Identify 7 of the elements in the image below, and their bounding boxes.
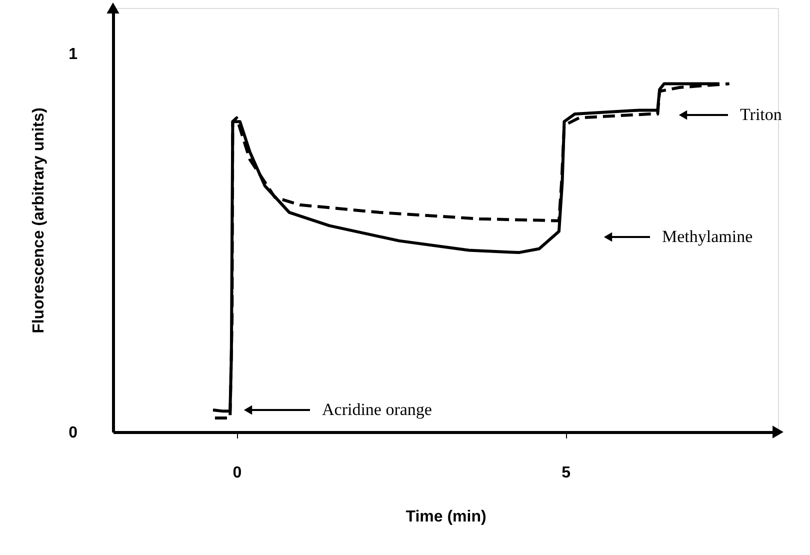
x-tick-label: 5 — [562, 464, 571, 482]
x-axis-title: Time (min) — [406, 508, 486, 526]
annotation: Acridine orange — [322, 400, 432, 419]
y-tick-label: 1 — [68, 46, 78, 63]
annotation: Triton — [740, 105, 782, 124]
annotation: Methylamine — [662, 227, 753, 246]
y-axis-title: Fluorescence (arbitrary units) — [30, 108, 48, 334]
